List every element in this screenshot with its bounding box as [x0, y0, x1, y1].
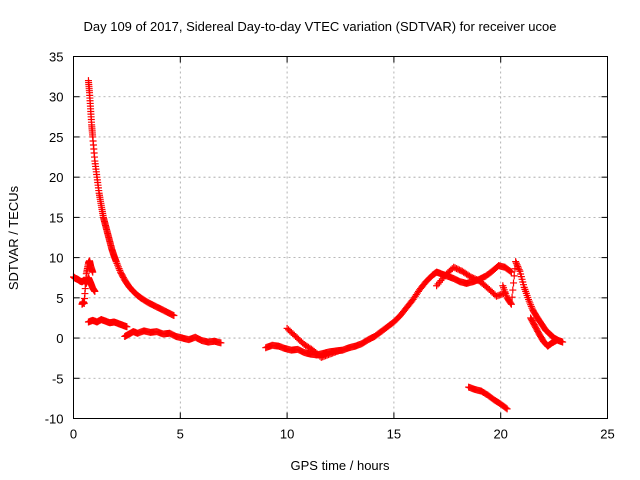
series-arc-afternoon-drop	[433, 263, 509, 300]
x-tick-label: 20	[493, 427, 507, 442]
chart-title: Day 109 of 2017, Sidereal Day-to-day VTE…	[83, 19, 556, 34]
axis-ticks	[73, 56, 608, 419]
data-points	[70, 77, 567, 413]
series-arc-low-1	[84, 316, 131, 331]
data-point	[217, 339, 225, 347]
series-arc-midday-branch	[283, 324, 342, 361]
y-tick-label: 0	[56, 331, 63, 346]
x-tick-label: 0	[70, 427, 77, 442]
y-tick-label: 10	[49, 251, 63, 266]
data-point	[123, 323, 131, 331]
x-tick-label: 10	[280, 427, 294, 442]
y-tick-label: 5	[56, 291, 63, 306]
data-point	[513, 261, 521, 269]
series-arc-negative	[465, 383, 511, 413]
data-point	[506, 267, 514, 275]
data-point	[510, 279, 518, 287]
series-arc-early-spike	[78, 257, 97, 308]
series-arc-low-2	[121, 327, 225, 347]
data-point	[507, 300, 515, 308]
data-point	[510, 272, 518, 280]
data-point	[91, 287, 99, 295]
data-point	[515, 264, 522, 272]
y-tick-label: 25	[49, 130, 63, 145]
x-tick-label: 5	[177, 427, 184, 442]
series-arc-decay	[84, 77, 178, 320]
data-point	[509, 286, 517, 294]
data-point	[503, 405, 511, 413]
data-point	[514, 262, 522, 270]
y-tick-label: -5	[52, 371, 64, 386]
data-point	[334, 347, 342, 355]
data-point	[507, 299, 515, 307]
series-arc-evening-lower	[527, 314, 560, 350]
x-tick-label: 15	[387, 427, 401, 442]
data-point	[89, 268, 97, 276]
data-point	[512, 259, 520, 267]
data-point	[502, 404, 510, 412]
series-arc-evening	[499, 258, 567, 346]
x-tick-label: 25	[600, 427, 614, 442]
tick-labels: 0 5 10 15 20 25 -10 -5 0 5 10 15 20 25 30 35	[45, 50, 615, 442]
data-point	[552, 336, 560, 344]
data-point	[170, 312, 178, 320]
y-tick-label: -10	[45, 412, 64, 427]
data-point	[512, 258, 520, 266]
y-tick-label: 15	[49, 210, 63, 225]
grid-lines	[73, 56, 608, 419]
y-tick-label: 30	[49, 90, 63, 105]
data-point	[559, 338, 567, 346]
data-point	[515, 266, 523, 274]
y-tick-label: 20	[49, 170, 63, 185]
plot-frame	[73, 56, 608, 419]
y-tick-label: 35	[49, 50, 63, 65]
data-point	[507, 268, 515, 276]
data-point	[508, 293, 516, 301]
y-axis-label: SDTVAR / TECUs	[6, 185, 21, 290]
x-axis-label: GPS time / hours	[291, 458, 390, 473]
